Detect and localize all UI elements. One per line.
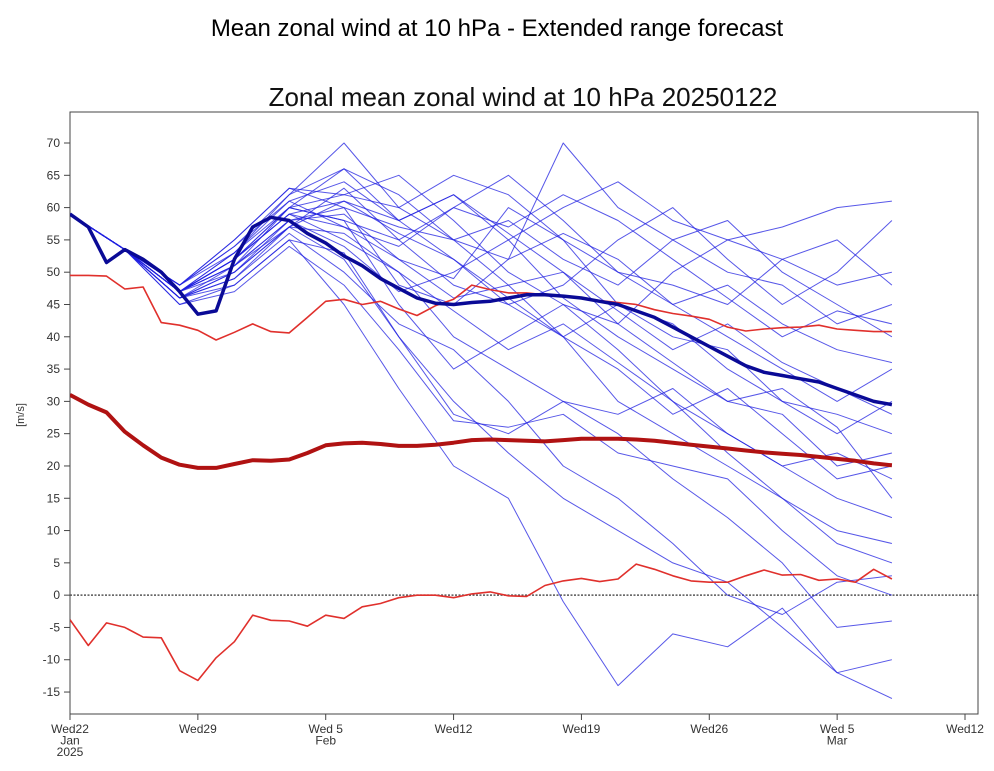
- y-tick-label: 65: [47, 168, 61, 182]
- ensemble-member-line-12: [70, 168, 893, 338]
- y-tick-label: -5: [49, 620, 60, 634]
- y-tick-label: 70: [47, 136, 61, 150]
- y-tick-label: 20: [47, 459, 61, 473]
- ensemble-member-line-13: [70, 213, 892, 615]
- ensemble-member-line-21: [70, 187, 893, 364]
- chart-subtitle: Zonal mean zonal wind at 10 hPa 20250122: [269, 82, 778, 112]
- climate-max-line: [70, 274, 892, 341]
- ensemble-member-line-10: [70, 174, 893, 402]
- y-tick-label: 60: [47, 201, 61, 215]
- x-tick-label: Mar: [827, 734, 848, 748]
- x-tick-label: Wed29: [179, 722, 217, 736]
- ensemble-member-line-19: [70, 207, 893, 435]
- ensemble-member-line-22: [70, 213, 893, 499]
- y-axis-label: [m/s]: [15, 403, 27, 427]
- ensemble-member-line-16: [70, 181, 893, 415]
- y-tick-label: 35: [47, 362, 61, 376]
- y-tick-label: 30: [47, 394, 61, 408]
- y-tick-label: 25: [47, 427, 61, 441]
- x-tick-label: Wed 5: [820, 722, 855, 736]
- x-tick-label: Wed 5: [308, 722, 343, 736]
- x-tick-label: Wed22: [51, 722, 89, 736]
- y-tick-label: 50: [47, 265, 61, 279]
- y-tick-label: 15: [47, 491, 61, 505]
- y-tick-label: 0: [53, 588, 60, 602]
- y-tick-label: 40: [47, 330, 61, 344]
- x-tick-label: Wed26: [690, 722, 728, 736]
- y-tick-label: -10: [43, 653, 61, 667]
- climate-mean-line: [70, 393, 893, 470]
- ensemble-member-line-4: [70, 213, 893, 687]
- x-tick-label: Wed12: [435, 722, 473, 736]
- plot-area: [69, 111, 979, 715]
- y-tick-label: 45: [47, 297, 61, 311]
- ensemble-member-line-23: [70, 200, 893, 480]
- chart-title: Mean zonal wind at 10 hPa - Extended ran…: [211, 15, 784, 42]
- ensemble-member-line-20: [70, 213, 892, 628]
- x-tick-label: Wed19: [563, 722, 601, 736]
- y-tick-label: 10: [47, 524, 61, 538]
- y-tick-label: 55: [47, 233, 61, 247]
- climate-min-line: [70, 563, 893, 682]
- x-tick-label: Jan: [60, 734, 79, 748]
- ensemble-mean-line: [70, 212, 893, 407]
- y-tick-label: 5: [53, 556, 60, 570]
- ensemble-member-line-24: [70, 194, 893, 338]
- x-tick-label: Wed12: [946, 722, 984, 736]
- x-tick-label: Feb: [315, 734, 336, 748]
- x-tick-label: 2025: [57, 745, 84, 759]
- y-tick-label: -15: [43, 685, 61, 699]
